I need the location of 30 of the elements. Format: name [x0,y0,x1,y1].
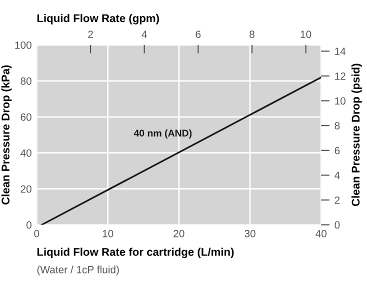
x-axis-title: Liquid Flow Rate for cartridge (L/min) [37,248,234,258]
x2-tick-label: 6 [196,30,201,38]
y-tick-label: 100 [15,41,32,49]
x2-tick-label: 4 [142,30,147,38]
y2-tick-label: 2 [334,196,340,204]
x-tick-label: 0 [34,230,40,238]
y2-tick-label: 10 [335,97,346,105]
y2-tick-label: 12 [335,72,346,80]
x2-tick-label: 2 [88,30,93,38]
y2-tick-label: 4 [334,172,340,179]
y-tick-label: 80 [20,77,32,85]
y-tick-label: 20 [20,185,32,193]
x-tick-label: 40 [316,230,327,238]
y-axis-title: Clean Pressure Drop (kPa) [1,65,12,205]
x-tick-label: 20 [174,230,184,238]
y-tick-label: 60 [20,113,32,121]
x2-tick-label: 8 [250,30,254,38]
x-tick-label: 30 [244,230,256,238]
y-tick-label: 40 [20,149,32,157]
y2-axis-title: Clean Pressure Drop (psid) [351,64,362,206]
x-tick-label: 10 [102,230,114,238]
y2-tick-label: 8 [334,122,340,130]
x2-tick-label: 10 [300,30,312,38]
y-tick-label: 0 [26,221,32,229]
series-label: 40 nm (AND) [134,129,192,138]
y2-tick-label: 0 [334,221,340,229]
text: (Water / 1cP fluid) [37,266,119,276]
x2-axis-title: Liquid Flow Rate (gpm) [37,14,159,24]
y2-tick-label: 14 [335,48,346,55]
y2-tick-label: 6 [334,146,340,154]
